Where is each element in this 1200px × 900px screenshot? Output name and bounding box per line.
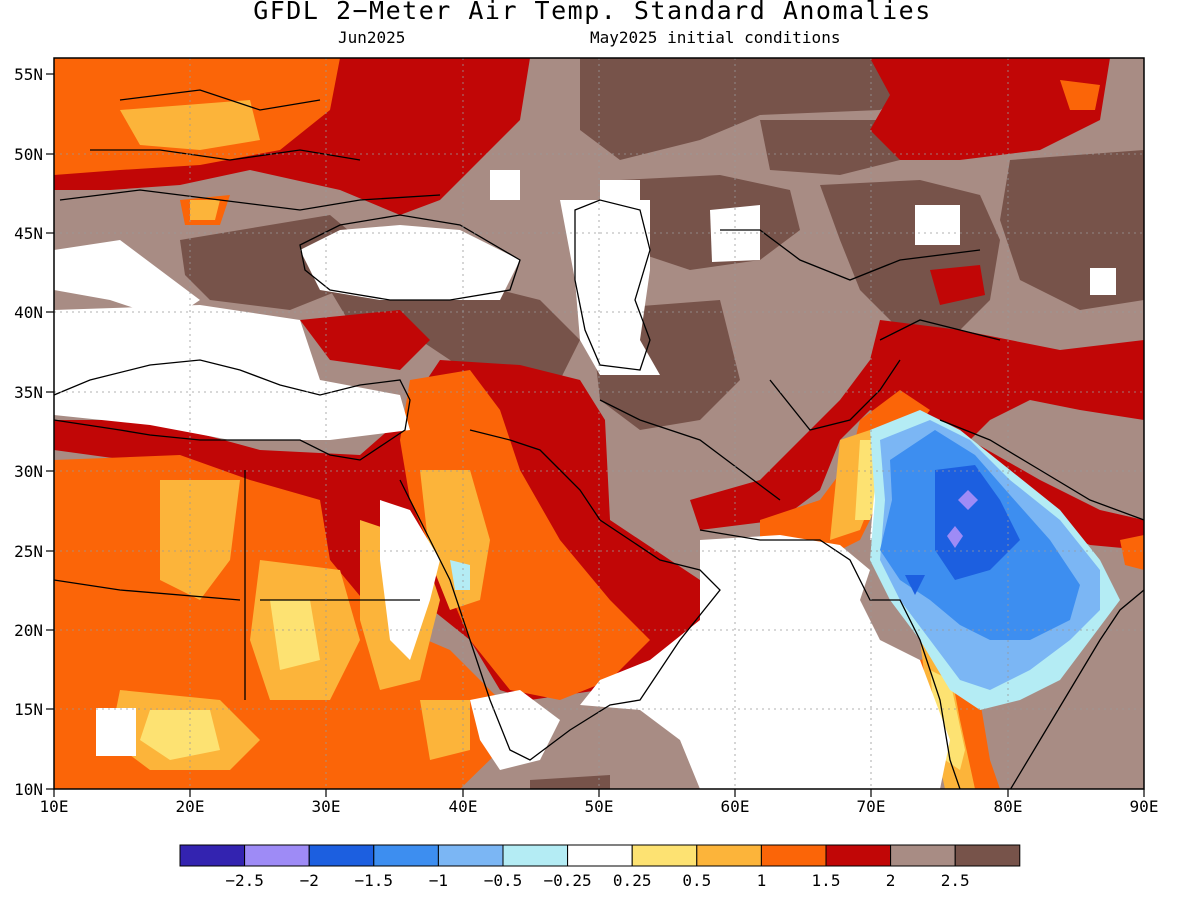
longitude-labels: 10E 20E 30E 40E 50E 60E 70E 80E 90E [40, 797, 1159, 816]
colorbar-swatch [567, 844, 633, 867]
colorbar-labels: −2.5 −2 −1.5 −1 −0.5 −0.25 0.25 0.5 1 1.5 2 2.5 [225, 871, 969, 890]
colorbar-label: 1.5 [812, 871, 841, 890]
colorbar-swatch [954, 844, 1021, 867]
lon-label-50e: 50E [585, 797, 614, 816]
lat-label-45n: 45N [14, 224, 43, 243]
lon-label-90e: 90E [1130, 797, 1159, 816]
colorbar: −2.5 −2 −1.5 −1 −0.5 −0.25 0.25 0.5 1 1.5 2 2.5 [179, 844, 1021, 890]
coastlines [54, 89, 1144, 789]
lat-label-30n: 30N [14, 462, 43, 481]
colorbar-swatch [631, 844, 698, 867]
anomaly-white [54, 170, 1116, 789]
lat-label-15n: 15N [14, 700, 43, 719]
initial-conditions: May2025 initial conditions [590, 28, 841, 47]
lon-label-30e: 30E [312, 797, 341, 816]
gridlines [54, 58, 1144, 789]
colorbar-swatch [437, 844, 504, 867]
colorbar-swatch [760, 844, 827, 867]
lon-label-80e: 80E [994, 797, 1023, 816]
tick-marks [46, 73, 1145, 797]
colorbar-label: 2 [886, 871, 896, 890]
colorbar-label: −0.25 [544, 871, 592, 890]
lat-label-20n: 20N [14, 621, 43, 640]
latitude-labels: 55N 50N 45N 40N 35N 30N 25N 20N 15N 10N [14, 65, 43, 799]
colorbar-swatch [890, 844, 956, 867]
lon-label-40e: 40E [449, 797, 478, 816]
colorbar-label: −1 [429, 871, 448, 890]
anomaly-india-cold [450, 410, 1120, 710]
colorbar-swatch [244, 844, 310, 867]
colorbar-label: −1.5 [355, 871, 394, 890]
lat-label-10n: 10N [14, 780, 43, 799]
lat-label-55n: 55N [14, 65, 43, 84]
colorbar-label: 1 [757, 871, 767, 890]
colorbar-label: 2.5 [941, 871, 970, 890]
colorbar-swatch [308, 844, 375, 867]
colorbar-label: −2 [300, 871, 319, 890]
lat-label-35n: 35N [14, 383, 43, 402]
colorbar-swatch [696, 844, 762, 867]
lat-label-50n: 50N [14, 145, 43, 164]
lon-label-60e: 60E [721, 797, 750, 816]
colorbar-swatch [825, 844, 892, 867]
colorbar-swatch [179, 844, 246, 867]
lon-label-10e: 10E [40, 797, 69, 816]
colorbar-label: −0.5 [484, 871, 523, 890]
lon-label-70e: 70E [857, 797, 886, 816]
forecast-month: Jun2025 [338, 28, 406, 47]
colorbar-label: −2.5 [225, 871, 264, 890]
lon-label-20e: 20E [176, 797, 205, 816]
colorbar-label: 0.25 [613, 871, 652, 890]
map-title: GFDL 2−Meter Air Temp. Standard Anomalie… [253, 0, 932, 25]
colorbar-label: 0.5 [682, 871, 711, 890]
lat-label-40n: 40N [14, 303, 43, 322]
colorbar-swatches [179, 844, 1021, 867]
colorbar-swatch [373, 844, 439, 867]
anomaly-field [54, 58, 1144, 789]
colorbar-swatch [502, 844, 569, 867]
lat-label-25n: 25N [14, 542, 43, 561]
